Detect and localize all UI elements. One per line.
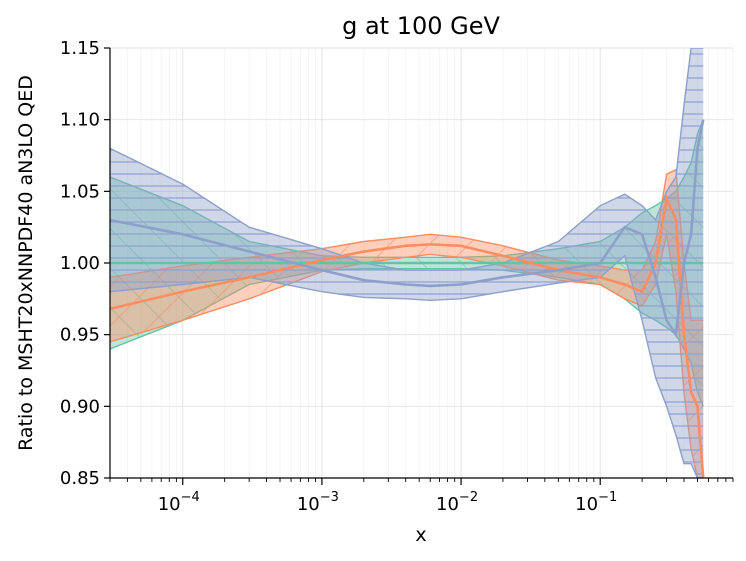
central-line-blue <box>110 119 705 339</box>
y-tick-label: 1.00 <box>60 253 100 274</box>
y-tick-label: 1.10 <box>60 110 100 131</box>
x-tick-label: 10−1 <box>575 490 617 515</box>
x-axis-label: x <box>415 524 426 546</box>
x-tick-label: 10−2 <box>436 490 478 515</box>
chart-title: g at 100 GeV <box>342 12 500 40</box>
y-tick-label: 0.90 <box>60 396 100 417</box>
x-tick-label: 10−4 <box>158 490 200 515</box>
y-tick-label: 1.15 <box>60 38 100 59</box>
y-tick-label: 0.95 <box>60 325 100 346</box>
y-tick-label: 0.85 <box>60 468 100 489</box>
y-tick-label: 1.05 <box>60 181 100 202</box>
y-axis-label: Ratio to MSHT20xNNPDF40 aN3LO QED <box>15 75 37 451</box>
central-line-orange <box>110 193 705 478</box>
band-lower-edge-blue <box>110 254 704 478</box>
band-upper-edge-blue <box>110 48 704 271</box>
central-lines <box>110 119 705 478</box>
x-tick-label: 10−3 <box>297 490 339 515</box>
x-axis-ticks: 10−4 10−3 10−2 10−1 <box>109 478 734 515</box>
y-axis-ticks: 0.85 0.90 0.95 1.00 1.05 1.10 1.15 <box>60 38 110 489</box>
